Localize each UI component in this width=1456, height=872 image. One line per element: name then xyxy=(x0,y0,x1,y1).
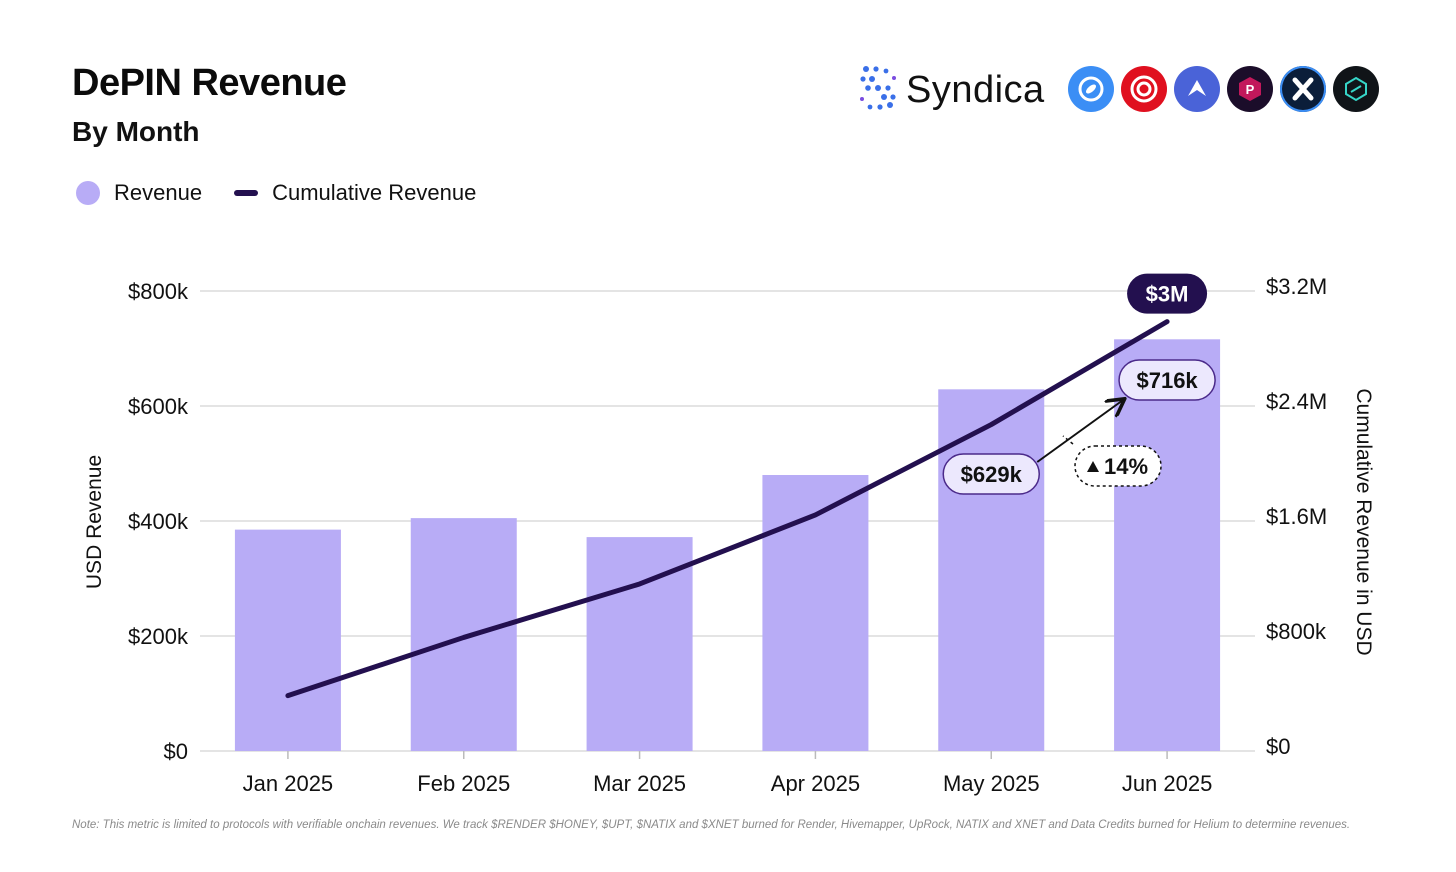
syndica-logo-icon xyxy=(858,64,898,117)
svg-text:P: P xyxy=(1246,82,1255,97)
xnet-logo-icon xyxy=(1280,66,1326,112)
y2-tick-label: $800k xyxy=(1266,619,1327,644)
natix-logo-icon xyxy=(1333,66,1379,112)
revenue-bar xyxy=(762,475,869,751)
y-tick-label: $800k xyxy=(128,279,189,304)
y-axis-title: USD Revenue xyxy=(83,455,106,589)
brand-name: Syndica xyxy=(906,69,1045,111)
x-tick-label: Jan 2025 xyxy=(243,771,334,796)
y-tick-label: $600k xyxy=(128,394,189,419)
x-tick-label: Mar 2025 xyxy=(593,771,686,796)
partner-logos: P xyxy=(1068,66,1386,112)
x-tick-label: Feb 2025 xyxy=(417,771,510,796)
revenue-bar xyxy=(410,518,517,751)
uprock-logo-icon: P xyxy=(1227,66,1273,112)
footnote: Note: This metric is limited to protocol… xyxy=(72,819,1351,831)
revenue-bar xyxy=(1114,339,1221,751)
x-tick-label: Apr 2025 xyxy=(771,771,860,796)
x-tick-label: Jun 2025 xyxy=(1122,771,1213,796)
y-tick-label: $400k xyxy=(128,509,189,534)
chart-legend: Revenue Cumulative Revenue xyxy=(76,180,476,206)
render-logo-icon xyxy=(1121,66,1167,112)
chart-subtitle: By Month xyxy=(72,116,200,147)
growth-badge-pill xyxy=(1074,445,1162,487)
cumulative-line xyxy=(285,319,1170,699)
may-callout-label: $629k xyxy=(961,462,1023,487)
y-tick-label: $200k xyxy=(128,624,189,649)
growth-arrow xyxy=(1036,400,1123,463)
jun-callout-label: $716k xyxy=(1136,368,1198,393)
revenue-legend-label: Revenue xyxy=(114,180,203,205)
brand-lockup: Syndica xyxy=(858,64,1045,117)
helium-logo-icon xyxy=(1068,66,1114,112)
y2-axis-title: Cumulative Revenue in USD xyxy=(1352,388,1375,655)
revenue-bar xyxy=(234,529,341,751)
growth-label: 14% xyxy=(1104,454,1148,479)
jun-callout-pill xyxy=(1118,359,1216,401)
revenue-legend-swatch xyxy=(76,181,100,205)
y2-tick-label: $1.6M xyxy=(1266,504,1327,529)
y-tick-label: $0 xyxy=(164,739,188,764)
y2-tick-label: $0 xyxy=(1266,734,1290,759)
cumulative-legend-swatch xyxy=(234,190,259,196)
x-tick-label: May 2025 xyxy=(943,771,1040,796)
chart-title: DePIN Revenue xyxy=(72,62,347,104)
y2-tick-label: $2.4M xyxy=(1266,389,1327,414)
may-callout-pill xyxy=(942,453,1040,495)
up-triangle-icon xyxy=(1087,461,1099,472)
y2-tick-label: $3.2M xyxy=(1266,274,1327,299)
cumulative-legend-label: Cumulative Revenue xyxy=(272,180,477,205)
revenue-bar xyxy=(938,389,1045,751)
growth-badge-pointer xyxy=(1062,435,1074,445)
hivemapper-logo-icon xyxy=(1174,66,1220,112)
total-label: $3M xyxy=(1146,282,1189,307)
total-label-pill xyxy=(1127,273,1208,314)
